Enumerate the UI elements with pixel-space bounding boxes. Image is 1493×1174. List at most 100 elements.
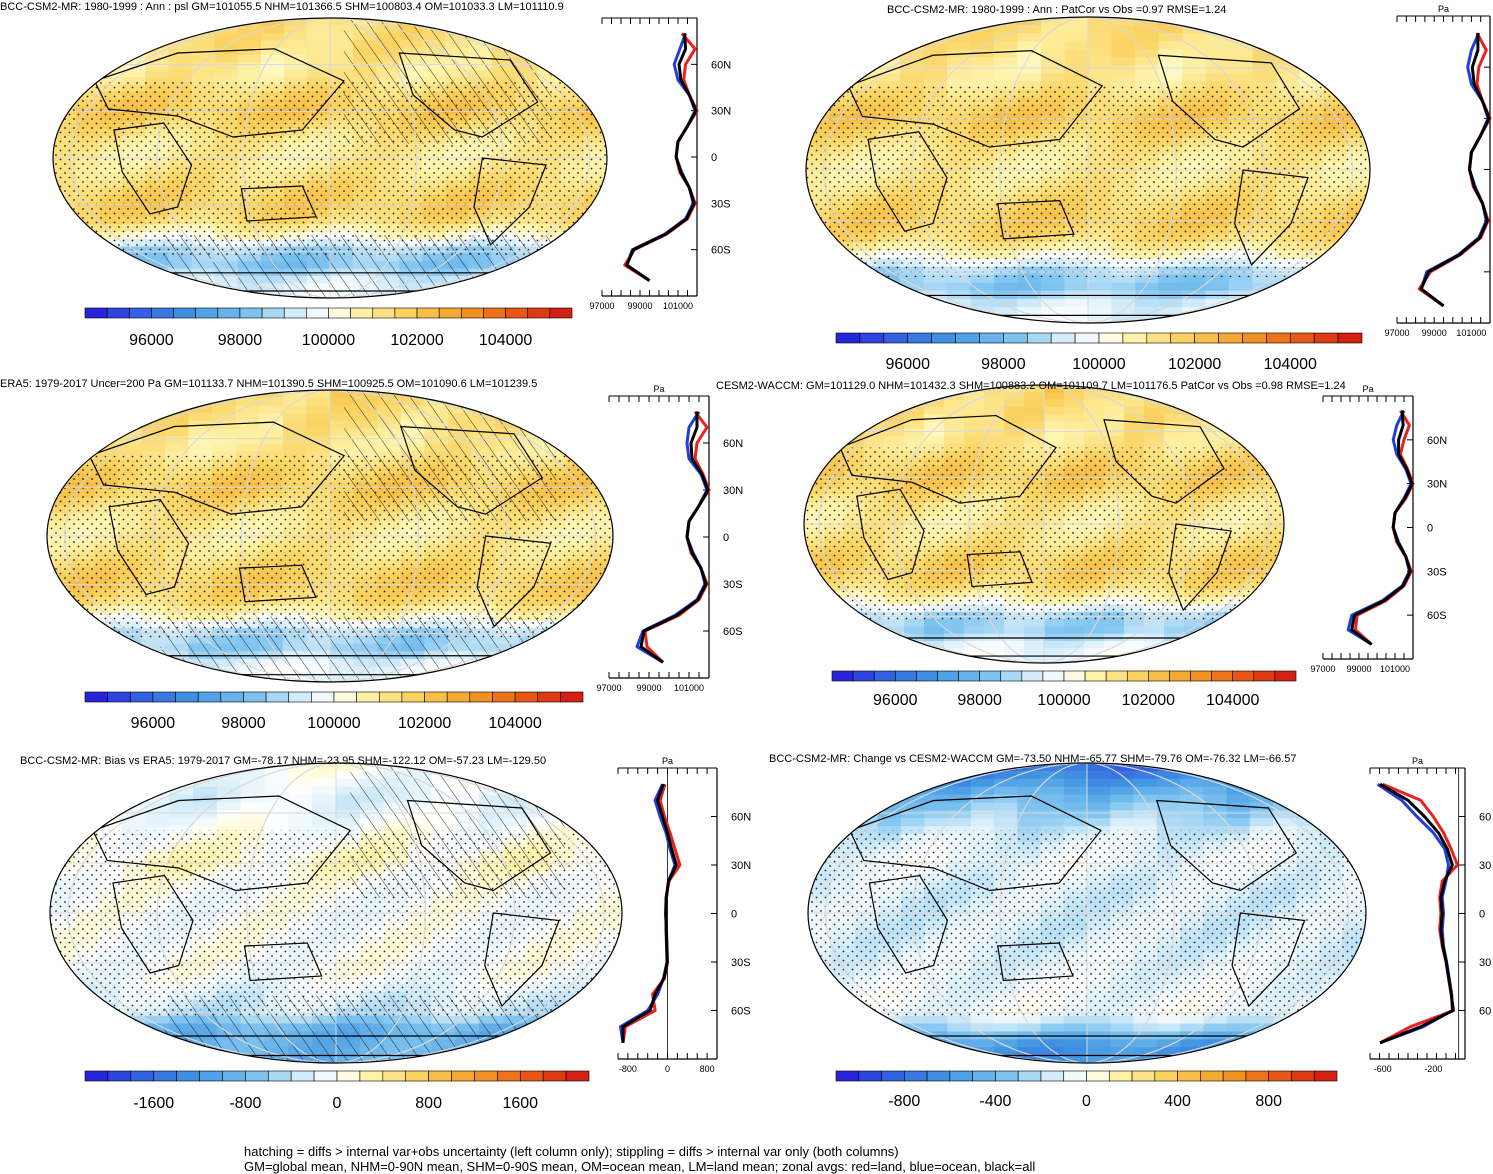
colorbar-tick-label: 102000 xyxy=(1122,692,1175,709)
coastline xyxy=(238,564,317,603)
lat-tick-label: 60S xyxy=(723,626,743,638)
colorbar-swatch xyxy=(483,307,506,319)
graticule-lon xyxy=(246,763,426,1063)
caption-line-1: hatching = diffs > internal var+obs unce… xyxy=(244,1144,899,1159)
colorbar-swatch xyxy=(1098,332,1124,344)
map-border xyxy=(46,389,614,683)
colorbar-swatch xyxy=(446,691,471,703)
coastline xyxy=(108,498,190,596)
colorbar-swatch xyxy=(1337,332,1363,344)
caption: hatching = diffs > internal var+obs unce… xyxy=(244,1144,1035,1174)
lat-tick-label: 30S xyxy=(723,579,743,591)
colorbar-swatch xyxy=(904,1070,928,1082)
zonal-mean-plot: 60 30 0 30 60 -600 -200 Pa xyxy=(1369,756,1491,1074)
caption-line-2: GM=global mean, NHM=0-90N mean, SHM=0-90… xyxy=(244,1159,1036,1174)
lat-tick-label: 30 xyxy=(1479,860,1491,872)
graticule-lon xyxy=(67,763,605,1063)
coastline xyxy=(856,488,925,581)
colorbar-swatch xyxy=(1274,670,1297,682)
lat-tick-label: 60 xyxy=(1479,812,1491,824)
map-field xyxy=(47,390,613,682)
lat-tick-label: 30S xyxy=(731,957,751,969)
colorbar-swatch xyxy=(1266,332,1291,344)
colorbar-swatch xyxy=(1222,1070,1247,1082)
colorbar-swatch xyxy=(1232,670,1255,682)
hatching xyxy=(164,995,565,1063)
colorbar-swatch xyxy=(958,670,980,682)
x-tick-label: 97000 xyxy=(596,683,621,693)
colorbar-tick-label: 100000 xyxy=(1072,356,1125,373)
coastline xyxy=(849,795,1102,892)
colorbar-swatch xyxy=(858,1070,882,1082)
colorbar-tick-label: 104000 xyxy=(488,715,541,732)
coastline xyxy=(243,942,323,982)
coastline xyxy=(398,52,539,138)
colorbar-swatch xyxy=(217,307,241,319)
x-tick-label: 99000 xyxy=(636,683,661,693)
colorbar-swatch xyxy=(199,1070,223,1082)
colorbar-swatch xyxy=(881,1070,905,1082)
colorbar-swatch xyxy=(311,691,335,703)
map-border xyxy=(49,762,623,1064)
colorbar-tick-label: 0 xyxy=(1082,1093,1091,1110)
unit-label: Pa xyxy=(1412,756,1423,766)
colorbar-tick-label: 1600 xyxy=(502,1095,538,1112)
lat-tick-label: 60N xyxy=(711,59,731,71)
coastline xyxy=(966,551,1033,588)
x-tick-label: 101000 xyxy=(674,683,704,693)
colorbar-swatch xyxy=(955,332,980,344)
colorbar-swatch xyxy=(129,691,154,703)
map-field xyxy=(53,18,607,298)
graticule-lon xyxy=(156,763,516,1063)
land-zonal-line xyxy=(1379,782,1459,1045)
colorbar-swatch xyxy=(972,1070,996,1082)
land-zonal-line xyxy=(623,32,699,282)
hatching xyxy=(343,18,552,144)
panel-1: 60N 30N 0 30S 60S 97000 99000 101000 96000 98000 1… xyxy=(0,1,731,349)
colorbar-swatch xyxy=(514,691,539,703)
colorbar-swatch xyxy=(560,691,584,703)
colorbar-swatch xyxy=(378,691,403,703)
colorbar-swatch xyxy=(995,1070,1019,1082)
colorbar-swatch xyxy=(1105,670,1128,682)
panel-title: BCC-CSM2-MR: 1980-1999 : Ann : psl GM=10… xyxy=(0,1,564,13)
x-tick-label: 0 xyxy=(665,1064,670,1074)
colorbar-swatch xyxy=(153,1070,177,1082)
coastline xyxy=(839,414,1057,504)
all-zonal-line xyxy=(621,783,678,1043)
colorbar-swatch xyxy=(1245,1070,1269,1082)
lat-tick-label: 30N xyxy=(723,485,743,497)
colorbar-swatch xyxy=(1063,670,1086,682)
x-tick-label: 101000 xyxy=(663,301,693,311)
hatching xyxy=(160,616,557,682)
map-field xyxy=(804,385,1284,663)
lat-tick-label: 30N xyxy=(731,860,751,872)
graticule-lon xyxy=(818,385,1270,663)
zonal-mean-plot: 60N 30N 0 30S 60S -800 0 800 Pa xyxy=(617,756,751,1074)
coastline xyxy=(997,942,1074,982)
x-tick-label: 97000 xyxy=(589,301,614,311)
graticule-lon xyxy=(912,763,1262,1063)
colorbar-tick-label: 100000 xyxy=(302,332,355,349)
colorbar-tick-label: 800 xyxy=(415,1095,442,1112)
coastline xyxy=(867,131,948,232)
zonal-mean-plot: 60N 30N 0 30S 60S 97000 99000 101000 Pa xyxy=(596,384,743,693)
colorbar-tick-label: 96000 xyxy=(873,692,918,709)
map-border xyxy=(805,16,1371,324)
colorbar: 96000 98000 100000 102000 104000 xyxy=(84,307,573,349)
colorbar-swatch xyxy=(405,1070,429,1082)
colorbar-swatch xyxy=(416,307,440,319)
colorbar-swatch xyxy=(835,1070,860,1082)
coastline xyxy=(484,912,560,1008)
lat-tick-label: 60S xyxy=(731,1006,751,1018)
colorbar-swatch xyxy=(306,307,329,319)
coastline xyxy=(1103,419,1225,504)
colorbar-swatch xyxy=(1253,670,1276,682)
colorbar-swatch xyxy=(1242,332,1267,344)
colorbar-tick-label: 0 xyxy=(333,1095,342,1112)
colorbar-swatch xyxy=(290,1070,315,1082)
colorbar-swatch xyxy=(197,691,222,703)
colorbar-swatch xyxy=(84,307,108,319)
coastline xyxy=(1157,54,1301,148)
graticule-lon xyxy=(242,18,418,298)
